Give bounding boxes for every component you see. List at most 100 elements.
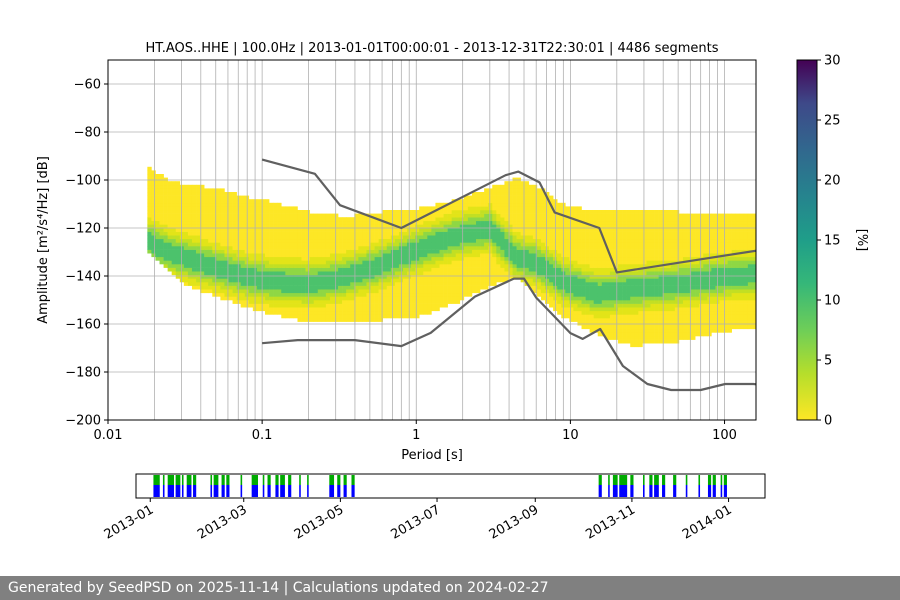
density-cell [613,282,619,286]
colorbar-label: [%] [854,229,869,252]
density-cell [670,260,676,265]
density-cell [325,231,331,236]
density-cell [232,264,237,268]
density-cell [273,296,278,301]
density-cell [350,260,355,265]
density-cell [439,267,444,272]
density-cell [374,282,379,286]
density-cell [463,195,469,200]
density-cell [512,181,517,186]
density-cell [674,256,680,261]
colorbar-tick-label: 20 [824,174,841,189]
density-cell [321,307,327,312]
density-cell [427,228,432,232]
density-cell [557,238,562,243]
density-cell [459,285,465,290]
density-cell [196,231,201,236]
density-cell [419,310,424,315]
density-cell [358,267,363,272]
density-cell [674,274,680,279]
density-cell [536,278,542,283]
density-cell [711,260,716,265]
density-cell [650,242,655,247]
density-cell [687,282,692,286]
density-cell [175,217,181,222]
density-cell [167,184,172,189]
density-cell [674,307,680,312]
density-cell [187,188,193,193]
density-cell [220,235,225,240]
density-cell [747,307,753,312]
density-cell [536,231,542,236]
density-cell [309,264,315,268]
density-cell [638,242,643,247]
density-cell [362,303,367,308]
density-cell [354,224,359,229]
density-cell [342,307,347,312]
density-cell [236,224,241,229]
density-cell [451,213,457,218]
density-cell [581,228,586,232]
density-cell [411,289,416,294]
density-cell [751,321,756,326]
density-cell [467,256,473,261]
density-cell [557,217,562,222]
density-cell [374,228,379,232]
density-cell [305,256,310,261]
density-cell [500,253,505,258]
density-cell [488,260,493,265]
density-cell [269,307,274,312]
density-cell [711,228,716,232]
density-cell [609,303,615,308]
density-cell [504,224,509,229]
density-cell [260,217,266,222]
density-cell [646,289,651,294]
density-cell [496,246,501,250]
density-cell [394,242,400,247]
data-segment [167,485,175,497]
density-cell [354,256,359,261]
density-cell [666,310,672,315]
density-cell [613,318,619,322]
density-cell [147,170,152,175]
density-cell [735,256,741,261]
density-cell [557,296,562,301]
density-cell [463,274,469,279]
density-cell [626,318,631,322]
density-cell [638,210,643,214]
density-cell [691,264,696,268]
density-cell [208,246,213,250]
density-cell [382,289,388,294]
density-cell [634,296,639,301]
density-cell [269,271,274,276]
density-cell [155,253,160,258]
density-cell [167,217,172,222]
density-cell [476,202,481,207]
density-cell [484,217,489,222]
data-segment [275,485,279,497]
density-cell [471,202,477,207]
density-cell [520,256,526,261]
density-cell [577,285,582,290]
density-cell [183,228,189,232]
density-cell [528,199,534,204]
density-cell [232,242,237,247]
density-cell [463,256,469,261]
density-cell [260,246,266,250]
density-cell [536,249,542,254]
density-cell [350,285,355,290]
density-cell [638,310,643,315]
density-cell [500,246,505,250]
density-cell [670,246,676,250]
density-cell [362,264,367,268]
density-cell [463,242,469,247]
density-cell [687,256,692,261]
density-cell [524,260,530,265]
density-cell [216,271,221,276]
density-cell [658,339,663,344]
density-cell [297,246,302,250]
density-cell [589,274,594,279]
density-cell [739,256,745,261]
x-axis: 0.01 0.1 1 10 100 [94,420,737,443]
density-cell [265,303,270,308]
